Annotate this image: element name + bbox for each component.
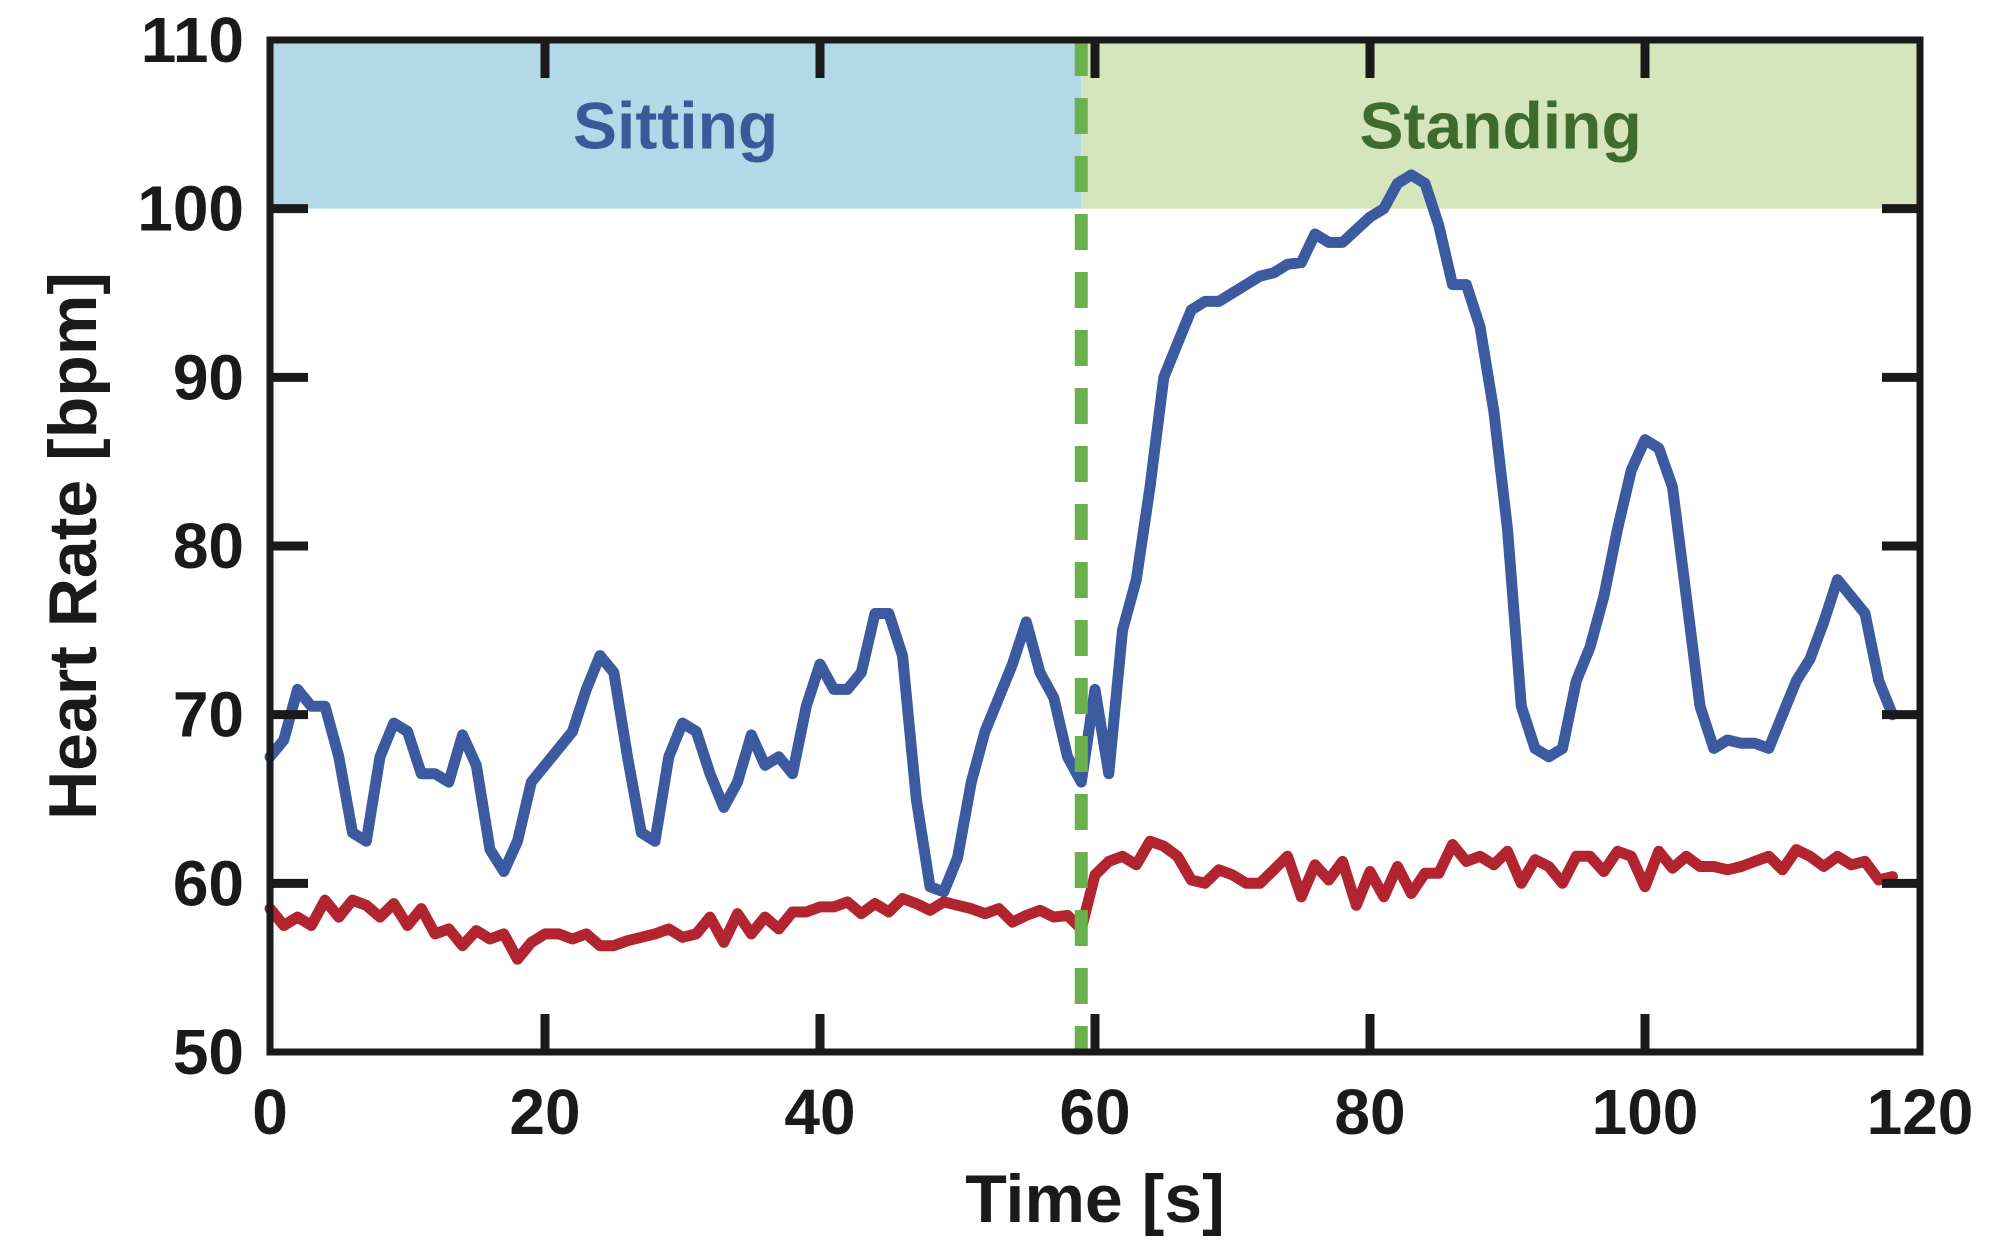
region-band-sitting [270,40,1082,209]
x-axis-label: Time [s] [965,1161,1224,1237]
x-tick-labels: 0 20 40 60 80 100 120 [252,1076,1973,1148]
y-tick-label: 50 [173,1016,244,1088]
y-tick-label: 80 [173,510,244,582]
y-tick-label: 90 [173,341,244,413]
region-band-standing [1081,40,1920,209]
x-tick-label: 60 [1059,1076,1130,1148]
x-tick-label: 100 [1592,1076,1699,1148]
y-tick-label: 70 [173,679,244,751]
region-labels: Sitting Standing [573,88,1642,162]
y-tick-label: 100 [137,173,244,245]
x-tick-label: 0 [252,1076,288,1148]
y-tick-labels: 50 60 70 80 90 100 110 [137,4,244,1088]
y-tick-label: 110 [141,4,244,76]
series-line-1 [264,169,1898,898]
y-axis-label: Heart Rate [bpm] [35,272,111,820]
x-tick-label: 80 [1334,1076,1405,1148]
y-tick-label: 60 [173,847,244,919]
region-label-standing: Standing [1359,88,1641,162]
region-label-sitting: Sitting [573,88,778,162]
x-tick-label: 20 [509,1076,580,1148]
x-tick-label: 120 [1867,1076,1974,1148]
region-bands [270,40,1920,209]
axis-ticks [270,40,1920,1052]
x-tick-label: 40 [784,1076,855,1148]
